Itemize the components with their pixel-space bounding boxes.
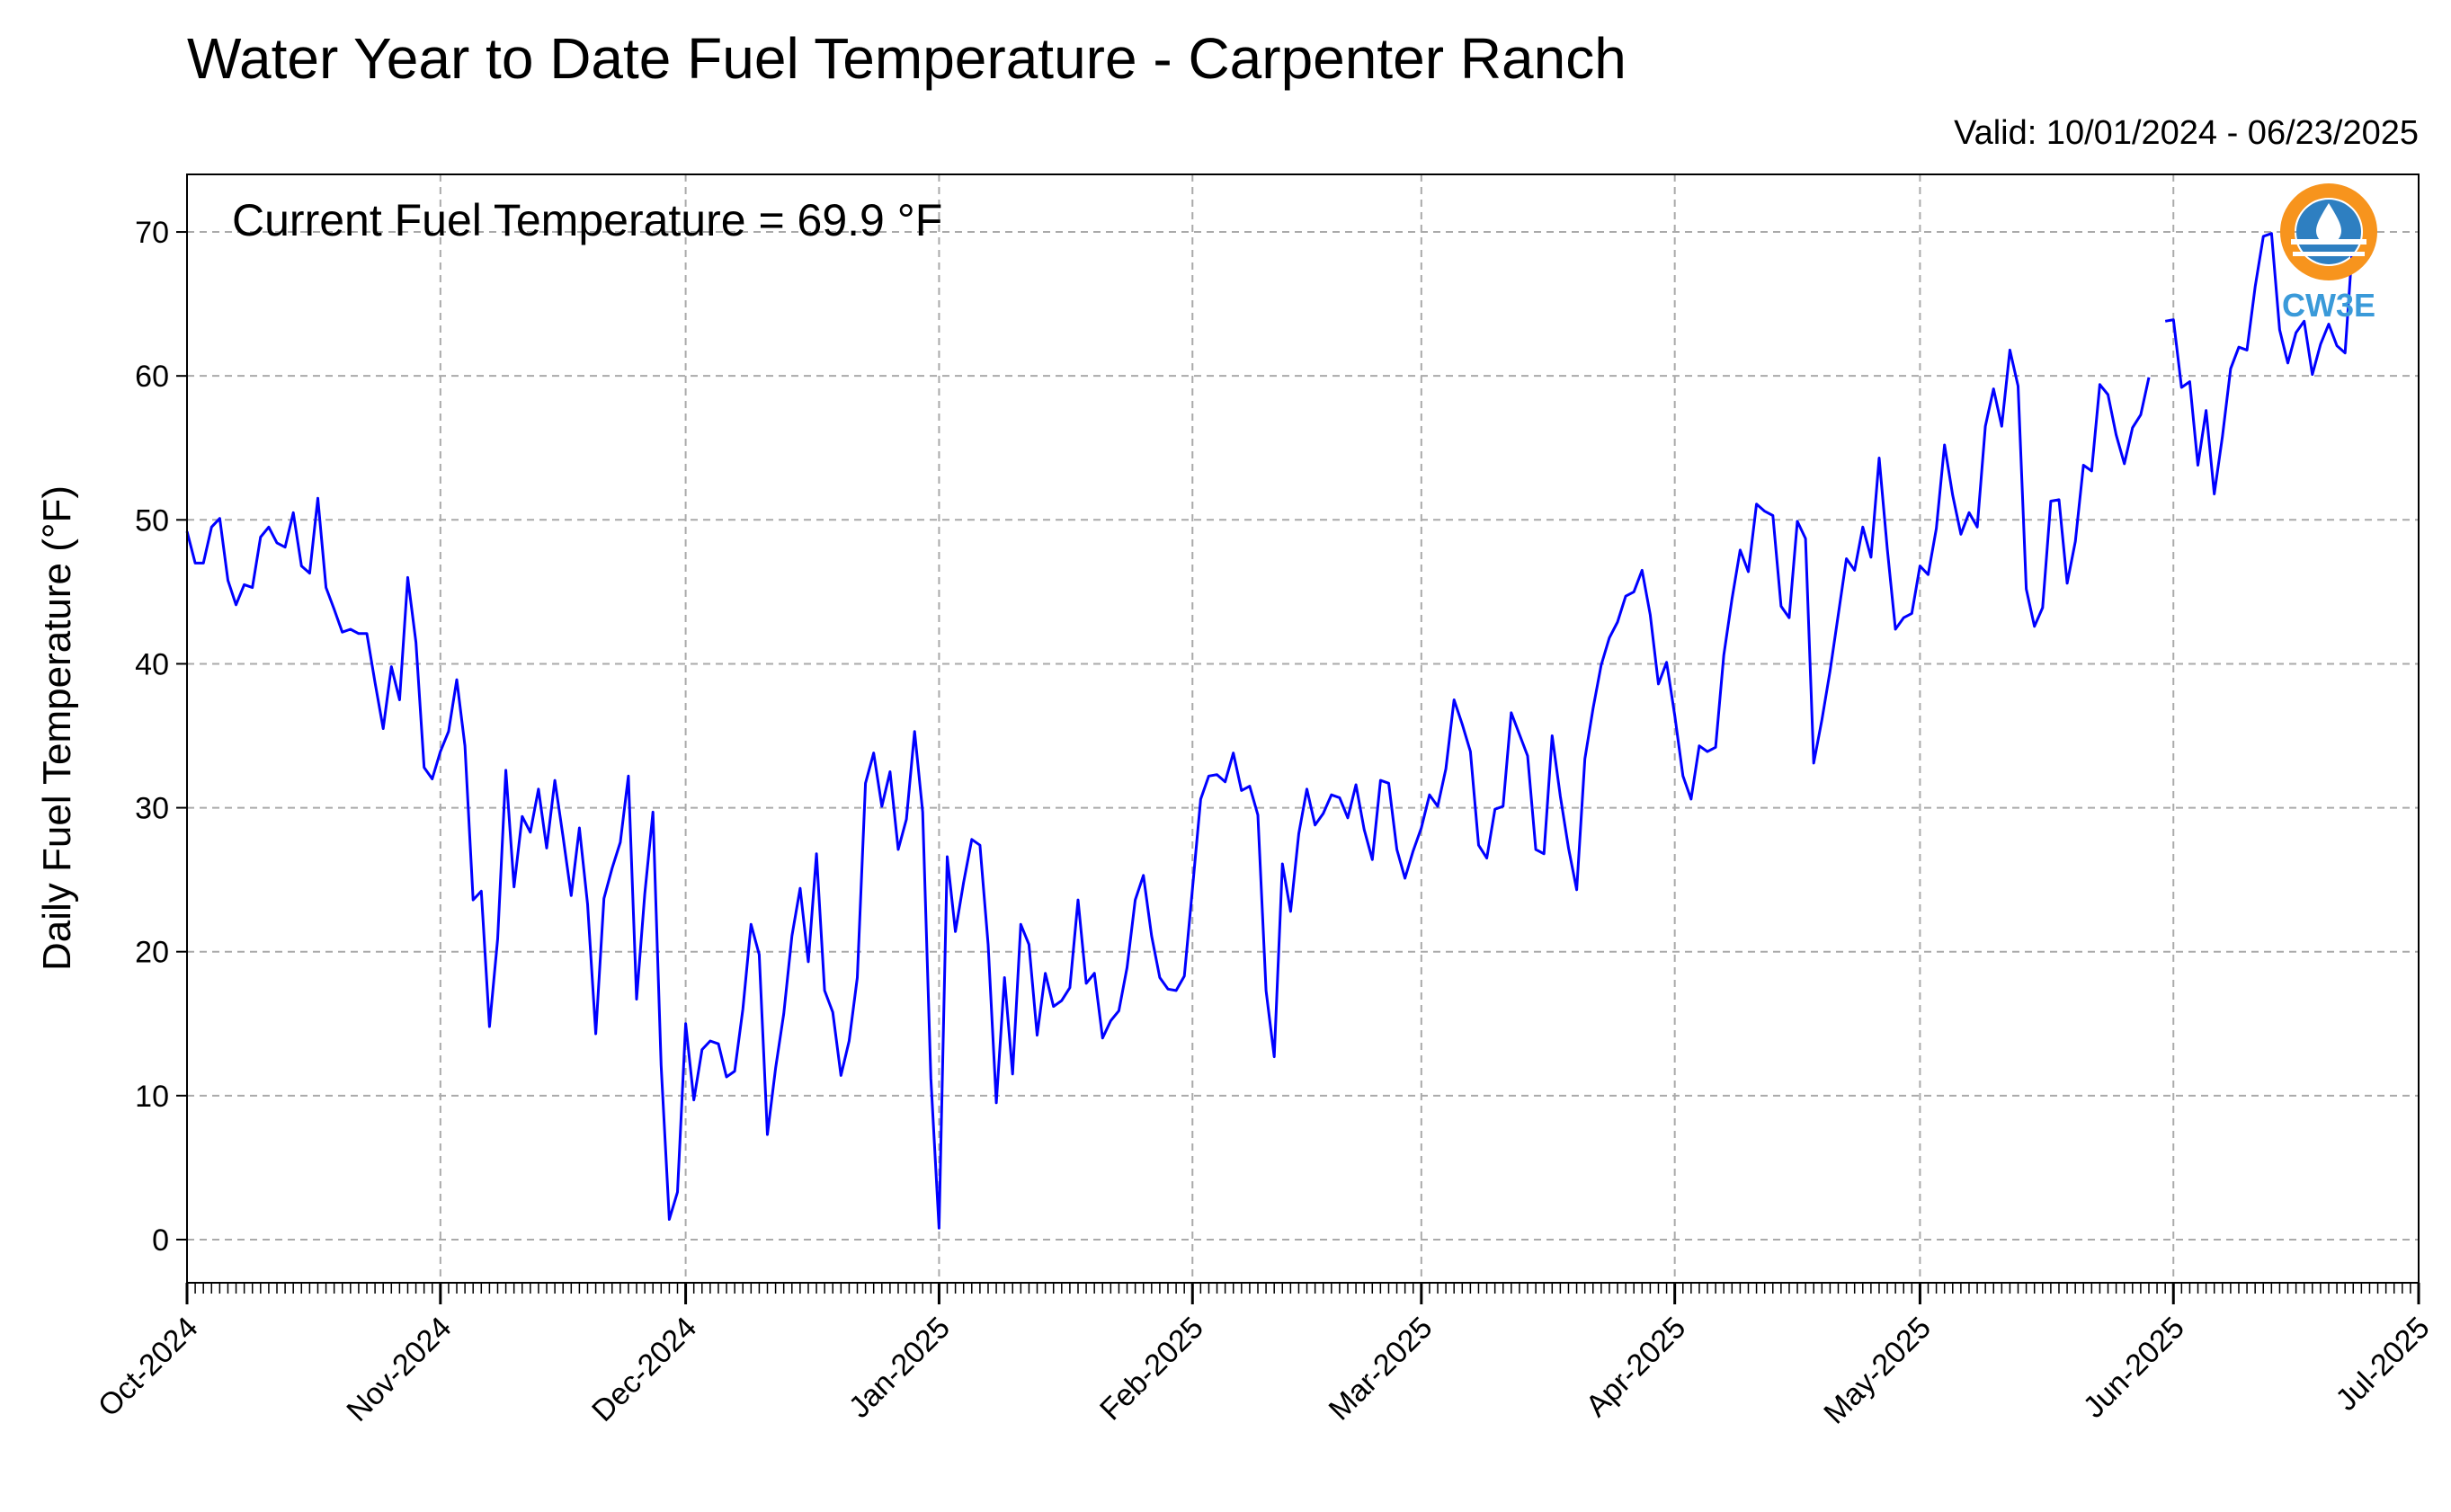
y-tick-label: 20	[135, 936, 169, 970]
y-axis: 0 10 20 30 40 50 60 70	[135, 216, 187, 1258]
x-tick-label: Mar-2025	[1323, 1311, 1439, 1428]
series-line-segment	[2164, 232, 2355, 495]
x-tick-label: Jul-2025	[2330, 1311, 2437, 1418]
series-line-segment	[185, 348, 2151, 1230]
y-tick-label: 10	[135, 1080, 169, 1114]
current-fuel-temperature-annotation: Current Fuel Temperature = 69.9 °F	[232, 195, 942, 245]
water-drop-icon	[2316, 203, 2341, 244]
y-tick-label: 70	[135, 216, 169, 250]
gridlines	[186, 174, 2420, 1283]
y-axis-label: Daily Fuel Temperature (°F)	[35, 485, 79, 971]
valid-date-range: Valid: 10/01/2024 - 06/23/2025	[1954, 114, 2419, 152]
x-tick-label: May-2025	[1817, 1311, 1938, 1431]
logo-wave-2	[2293, 252, 2365, 256]
x-tick-label: Feb-2025	[1093, 1311, 1210, 1428]
series-line	[185, 232, 2355, 1230]
x-axis: Oct-2024 Nov-2024 Dec-2024 Jan-2025 Feb-2025…	[92, 1283, 2437, 1431]
plot-area-frame	[186, 173, 2420, 1284]
y-tick-label: 30	[135, 792, 169, 826]
x-tick-label: Nov-2024	[340, 1311, 458, 1428]
x-tick-label: Jan-2025	[842, 1311, 957, 1425]
y-tick-label: 60	[135, 360, 169, 394]
x-tick-label: Oct-2024	[92, 1311, 205, 1424]
logo-text: CW3E	[2282, 287, 2375, 324]
logo-ring	[2280, 183, 2377, 280]
y-tick-label: 50	[135, 503, 169, 538]
chart-title: Water Year to Date Fuel Temperature - Ca…	[187, 26, 1627, 91]
x-tick-label: Dec-2024	[585, 1311, 703, 1428]
x-tick-label: Apr-2025	[1580, 1311, 1693, 1424]
y-tick-label: 0	[152, 1223, 169, 1258]
y-tick-label: 40	[135, 647, 169, 681]
cw3e-logo: CW3E	[2280, 183, 2377, 324]
x-tick-label: Jun-2025	[2077, 1311, 2191, 1425]
